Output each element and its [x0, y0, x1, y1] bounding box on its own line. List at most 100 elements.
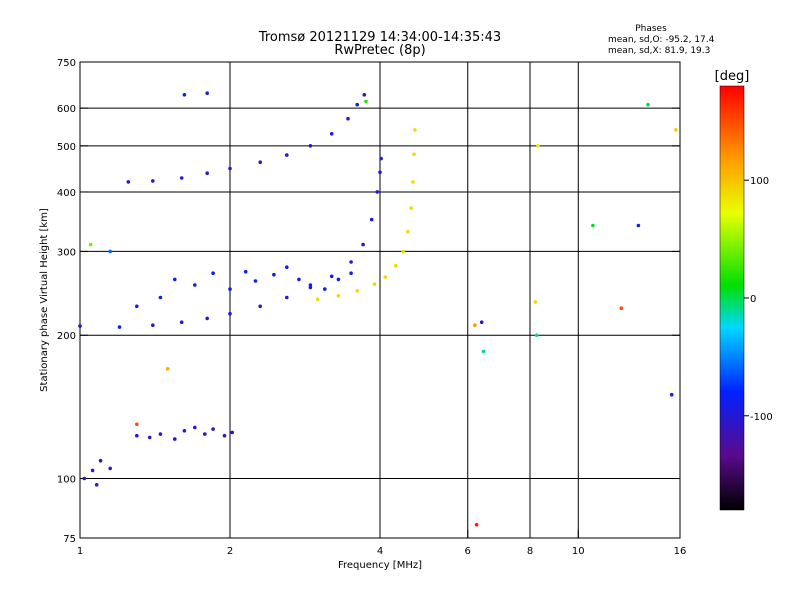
colorbar-ticks: 100 0 -100	[744, 176, 773, 423]
echo-point	[636, 223, 641, 228]
echo-point	[315, 297, 320, 302]
echo-point	[135, 433, 139, 438]
echo-point	[536, 144, 540, 148]
echo-point	[117, 325, 122, 329]
y-tick-label: 300	[57, 247, 76, 258]
echo-point	[308, 144, 313, 148]
colorbar	[719, 85, 745, 511]
echo-point	[94, 483, 99, 487]
chart-title: Tromsø 20121129 14:34:00-14:35:43	[258, 30, 501, 45]
echo-point	[258, 160, 263, 164]
echo-point	[182, 93, 187, 97]
echo-point	[346, 116, 350, 121]
echo-point	[135, 304, 139, 309]
echo-point	[473, 323, 477, 328]
echo-point	[82, 476, 87, 481]
echo-point	[355, 289, 360, 293]
echo-point	[211, 427, 215, 431]
echo-point	[205, 316, 209, 321]
x-tick-label: 6	[465, 546, 471, 557]
echo-point	[591, 223, 595, 228]
colorbar-tick-label: 100	[750, 176, 769, 187]
echo-point	[411, 180, 415, 184]
echo-point	[329, 274, 334, 279]
echo-point	[98, 458, 103, 463]
colorbar-tick-label: -100	[750, 412, 773, 423]
echo-point	[355, 102, 360, 107]
y-tick-label: 750	[57, 58, 76, 69]
echo-point	[619, 306, 624, 311]
echo-point	[165, 367, 170, 371]
stats-o-mode: mean, sd,O: -95.2, 17.4	[608, 35, 715, 45]
echo-point	[362, 93, 367, 97]
echo-point	[151, 323, 155, 328]
echo-point	[88, 242, 93, 247]
colorbar-label: [deg]	[715, 69, 750, 84]
echo-point	[126, 180, 131, 184]
echo-point	[308, 285, 313, 290]
y-tick-label: 400	[57, 188, 76, 199]
echo-point	[669, 392, 674, 397]
y-tick-label: 600	[57, 104, 76, 115]
stats-heading: Phases	[635, 24, 667, 34]
x-tick-label: 4	[377, 546, 383, 557]
echo-point	[193, 425, 197, 430]
axis-ticks: 1 2 4 6 8 10 16 75 100 200 300 400 500 600 750	[57, 58, 686, 557]
echo-point	[158, 295, 163, 300]
echo-point	[372, 282, 377, 287]
echo-point	[349, 260, 353, 264]
x-tick-label: 16	[674, 546, 687, 557]
echo-point	[474, 522, 479, 527]
echo-point	[412, 152, 416, 157]
echo-point	[336, 294, 341, 298]
echo-point	[393, 263, 398, 268]
y-tick-label: 100	[57, 475, 76, 486]
echo-point	[205, 91, 209, 95]
echo-point	[409, 206, 414, 210]
echo-point	[228, 287, 232, 291]
echo-point	[481, 349, 486, 354]
x-tick-label: 1	[77, 546, 83, 557]
echo-point	[349, 271, 353, 276]
echo-point	[147, 435, 152, 440]
echo-point	[253, 279, 258, 283]
echo-point	[646, 102, 650, 107]
echo-point	[211, 271, 215, 276]
echo-point	[533, 300, 538, 304]
echo-point	[378, 170, 382, 174]
echo-point	[272, 272, 276, 277]
echo-point	[173, 277, 177, 282]
echo-point	[369, 217, 374, 222]
echo-point	[205, 171, 209, 175]
echo-point	[258, 304, 263, 309]
echo-point	[173, 437, 177, 441]
echo-point	[179, 176, 184, 180]
echo-point	[151, 179, 155, 183]
x-axis-label: Frequency [MHz]	[338, 560, 422, 571]
echo-point	[383, 275, 388, 279]
echo-point	[179, 320, 184, 325]
x-tick-label: 2	[227, 546, 233, 557]
y-tick-label: 500	[57, 142, 76, 153]
y-axis-label: Stationary phase Virtual Height [km]	[39, 208, 50, 392]
echo-point	[230, 430, 234, 435]
echo-point	[285, 265, 289, 270]
echo-point	[375, 190, 380, 194]
echo-point	[308, 283, 313, 287]
stats-x-mode: mean, sd,X: 81.9, 19.3	[608, 46, 710, 56]
echo-point	[361, 242, 365, 247]
echo-point	[243, 269, 248, 274]
echo-point	[329, 132, 334, 136]
echo-point	[285, 153, 289, 157]
echo-point	[297, 277, 301, 282]
echo-point	[108, 249, 112, 254]
echo-point	[228, 166, 232, 171]
echo-point	[78, 324, 82, 328]
x-tick-label: 10	[572, 546, 585, 557]
colorbar-tick-label: 0	[750, 294, 756, 305]
echo-point	[479, 320, 484, 325]
y-tick-label: 200	[57, 331, 76, 342]
x-tick-label: 8	[527, 546, 533, 557]
